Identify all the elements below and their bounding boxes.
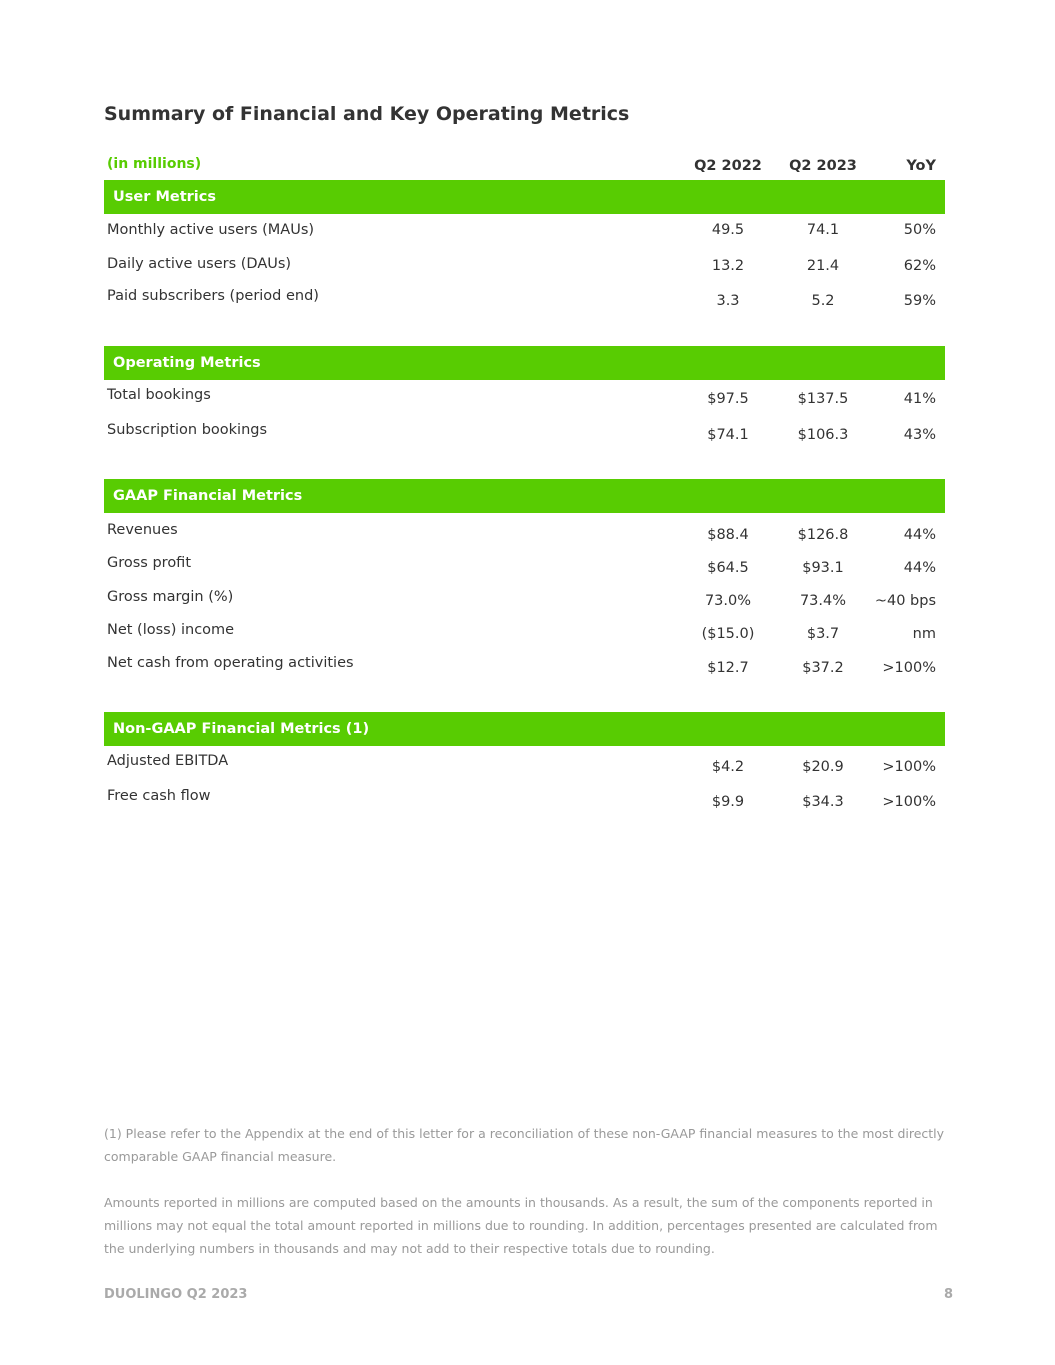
cell-q2-2023: $34.3 bbox=[802, 794, 844, 810]
cell-q2-2022: $9.9 bbox=[711, 794, 745, 810]
cell-q2-2023: $37.2 bbox=[802, 660, 844, 676]
cell-yoy: 43% bbox=[903, 427, 936, 443]
cell-q2-2022: 73.0% bbox=[704, 593, 752, 609]
cell-yoy: ~40 bps bbox=[874, 593, 936, 609]
row-label: Free cash flow bbox=[107, 788, 211, 804]
cell-yoy: 59% bbox=[903, 293, 936, 309]
cell-yoy: 44% bbox=[903, 527, 936, 543]
column-header-q2-2023: Q2 2023 bbox=[789, 158, 857, 174]
cell-yoy: nm bbox=[912, 626, 936, 642]
cell-q2-2022: ($15.0) bbox=[701, 626, 755, 642]
row-label: Adjusted EBITDA bbox=[107, 753, 229, 769]
cell-q2-2022: $64.5 bbox=[707, 560, 749, 576]
footnote-1: (1) Please refer to the Appendix at the … bbox=[104, 1126, 945, 1164]
cell-q2-2022: $97.5 bbox=[707, 391, 749, 407]
cell-q2-2023: $20.9 bbox=[802, 759, 844, 775]
cell-q2-2023: 5.2 bbox=[811, 293, 835, 309]
row-label: Gross margin (%) bbox=[107, 589, 234, 605]
cell-q2-2022: $88.4 bbox=[707, 527, 749, 543]
row-label: Revenues bbox=[107, 522, 178, 538]
cell-q2-2022: $4.2 bbox=[711, 759, 745, 775]
cell-q2-2023: 74.1 bbox=[806, 222, 840, 238]
cell-q2-2023: $93.1 bbox=[802, 560, 844, 576]
cell-yoy: 50% bbox=[903, 222, 936, 238]
section-header: GAAP Financial Metrics bbox=[104, 479, 945, 513]
cell-q2-2023: $3.7 bbox=[806, 626, 840, 642]
cell-yoy: >100% bbox=[882, 660, 936, 676]
cell-yoy: 41% bbox=[903, 391, 936, 407]
row-label: Total bookings bbox=[107, 387, 211, 403]
footnote-2: Amounts reported in millions are compute… bbox=[104, 1195, 938, 1256]
cell-q2-2023: 21.4 bbox=[806, 258, 840, 274]
cell-q2-2023: 73.4% bbox=[799, 593, 847, 609]
cell-q2-2022: 3.3 bbox=[716, 293, 740, 309]
cell-q2-2022: $12.7 bbox=[707, 660, 749, 676]
units-label: (in millions) bbox=[107, 156, 202, 172]
cell-yoy: 62% bbox=[903, 258, 936, 274]
row-label: Paid subscribers (period end) bbox=[107, 288, 319, 304]
cell-yoy: >100% bbox=[882, 759, 936, 775]
row-label: Daily active users (DAUs) bbox=[107, 256, 292, 272]
cell-q2-2023: $106.3 bbox=[797, 427, 849, 443]
row-label: Net (loss) income bbox=[107, 622, 235, 638]
cell-q2-2023: $137.5 bbox=[797, 391, 849, 407]
section-header: Operating Metrics bbox=[104, 346, 945, 380]
row-label: Monthly active users (MAUs) bbox=[107, 222, 315, 238]
cell-yoy: >100% bbox=[882, 794, 936, 810]
cell-yoy: 44% bbox=[903, 560, 936, 576]
cell-q2-2022: $74.1 bbox=[707, 427, 749, 443]
section-header: Non-GAAP Financial Metrics (1) bbox=[104, 712, 945, 746]
row-label: Gross profit bbox=[107, 555, 192, 571]
cell-q2-2022: 13.2 bbox=[711, 258, 745, 274]
column-header-q2-2022: Q2 2022 bbox=[694, 158, 762, 174]
cell-q2-2023: $126.8 bbox=[797, 527, 849, 543]
footer-label: DUOLINGO Q2 2023 bbox=[104, 1287, 248, 1302]
section-header: User Metrics bbox=[104, 180, 945, 214]
page-number: 8 bbox=[944, 1287, 954, 1302]
row-label: Subscription bookings bbox=[107, 422, 268, 438]
cell-q2-2022: 49.5 bbox=[711, 222, 745, 238]
row-label: Net cash from operating activities bbox=[107, 655, 354, 671]
column-header-yoy: YoY bbox=[906, 158, 936, 174]
page-title: Summary of Financial and Key Operating M… bbox=[104, 103, 630, 125]
